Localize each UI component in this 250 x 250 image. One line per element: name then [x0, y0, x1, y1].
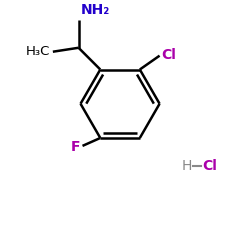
Text: NH₂: NH₂: [80, 3, 110, 17]
Text: F: F: [71, 140, 81, 154]
Text: H: H: [182, 159, 192, 173]
Text: Cl: Cl: [162, 48, 176, 62]
Text: Cl: Cl: [202, 159, 217, 173]
Text: H₃C: H₃C: [26, 45, 50, 58]
